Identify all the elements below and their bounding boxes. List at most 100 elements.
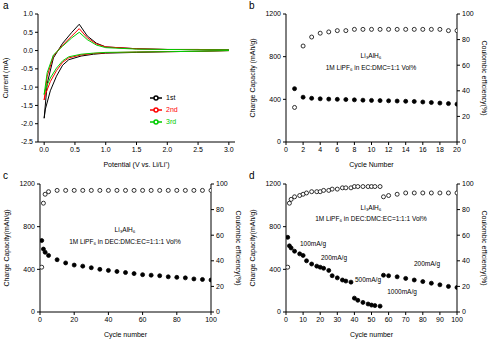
svg-text:0: 0	[216, 308, 220, 315]
svg-text:40: 40	[216, 257, 224, 264]
svg-text:-1.5: -1.5	[21, 102, 33, 109]
svg-text:20: 20	[462, 283, 470, 290]
svg-text:50: 50	[368, 316, 376, 323]
svg-text:Cycle Number: Cycle Number	[349, 161, 394, 169]
svg-text:Charge Capacity(mAh/g): Charge Capacity(mAh/g)	[249, 209, 257, 286]
html-text:1000mA/g: 1000mA/g	[387, 288, 417, 295]
svg-text:70: 70	[402, 316, 410, 323]
svg-text:20: 20	[316, 316, 324, 323]
svg-text:20: 20	[70, 316, 78, 323]
svg-text:0: 0	[284, 316, 288, 323]
svg-text:10: 10	[299, 316, 307, 323]
svg-text:-0.5: -0.5	[21, 65, 33, 72]
html-text:1M LiPF₆ in DEC:DMC:EC=1:1:1 V: 1M LiPF₆ in DEC:DMC:EC=1:1:1 Vol%	[69, 238, 181, 245]
svg-text:Coulombic efficiency(%): Coulombic efficiency(%)	[480, 41, 483, 116]
svg-text:100: 100	[205, 316, 217, 323]
svg-text:100: 100	[216, 180, 228, 187]
svg-text:0.5: 0.5	[70, 146, 80, 153]
svg-text:40: 40	[462, 87, 470, 94]
svg-text:2.0: 2.0	[162, 146, 172, 153]
svg-text:18: 18	[436, 146, 444, 153]
svg-text:60: 60	[139, 316, 147, 323]
svg-text:0: 0	[38, 316, 42, 323]
svg-text:80: 80	[462, 206, 470, 213]
svg-text:1.5: 1.5	[132, 146, 142, 153]
svg-text:400: 400	[269, 266, 281, 273]
html-text:b: b	[249, 0, 255, 11]
html-text:2nd: 2nd	[166, 105, 178, 113]
svg-text:-2.0: -2.0	[21, 120, 33, 127]
svg-text:0: 0	[462, 138, 466, 145]
svg-text:100: 100	[462, 10, 474, 17]
html-text:500mA/g: 500mA/g	[355, 276, 381, 283]
html-text:200mA/g: 200mA/g	[414, 260, 440, 267]
svg-text:30: 30	[333, 316, 341, 323]
svg-text:60: 60	[385, 316, 393, 323]
svg-text:10: 10	[368, 146, 376, 153]
svg-text:800: 800	[269, 53, 281, 60]
svg-text:1200: 1200	[265, 10, 281, 17]
svg-text:Coulombic efficiency(%): Coulombic efficiency(%)	[480, 211, 483, 286]
svg-text:16: 16	[419, 146, 427, 153]
svg-text:800: 800	[269, 223, 281, 230]
html-text:3rd: 3rd	[166, 117, 177, 125]
svg-text:1.0: 1.0	[23, 10, 33, 17]
svg-text:0: 0	[462, 308, 466, 315]
svg-text:3.0: 3.0	[224, 146, 234, 153]
svg-text:14: 14	[402, 146, 410, 153]
svg-text:Charge Capacity(mAh/g): Charge Capacity(mAh/g)	[8, 209, 11, 286]
svg-text:1200: 1200	[265, 180, 281, 187]
html-text:a: a	[3, 0, 9, 11]
svg-text:-1.0: -1.0	[21, 84, 33, 91]
html-text:Li₃AlH₆: Li₃AlH₆	[360, 204, 382, 211]
svg-text:Cycle number: Cycle number	[104, 331, 148, 339]
svg-text:20: 20	[453, 146, 461, 153]
svg-text:400: 400	[23, 266, 35, 273]
svg-text:100: 100	[451, 316, 463, 323]
html-text:200mA/g: 200mA/g	[321, 254, 347, 261]
svg-text:0: 0	[31, 308, 35, 315]
svg-text:0: 0	[284, 146, 288, 153]
svg-text:80: 80	[462, 36, 470, 43]
svg-text:80: 80	[173, 316, 181, 323]
svg-text:1.0: 1.0	[101, 146, 111, 153]
svg-text:Charge Capacity (mAh/g): Charge Capacity (mAh/g)	[249, 39, 257, 118]
svg-text:Current (mA): Current (mA)	[8, 58, 10, 98]
svg-text:-2.5: -2.5	[21, 138, 33, 145]
html-text:1st: 1st	[166, 93, 176, 101]
svg-text:400: 400	[269, 96, 281, 103]
svg-text:40: 40	[351, 316, 359, 323]
svg-text:4: 4	[318, 146, 322, 153]
svg-text:20: 20	[462, 113, 470, 120]
svg-text:40: 40	[462, 257, 470, 264]
svg-text:80: 80	[419, 316, 427, 323]
svg-text:12: 12	[385, 146, 393, 153]
svg-text:800: 800	[23, 223, 35, 230]
html-text:100mA/g: 100mA/g	[300, 240, 326, 247]
svg-text:0.5: 0.5	[23, 29, 33, 36]
svg-text:Potential (V vs. Li/Li⁺): Potential (V vs. Li/Li⁺)	[103, 161, 169, 169]
svg-text:80: 80	[216, 206, 224, 213]
html-text:1M LiPF₆ in EC:DMC=1:1 Vol%: 1M LiPF₆ in EC:DMC=1:1 Vol%	[325, 64, 417, 71]
svg-text:8: 8	[352, 146, 356, 153]
svg-text:20: 20	[216, 283, 224, 290]
html-text:Li₃AlH₆: Li₃AlH₆	[114, 226, 136, 233]
svg-text:90: 90	[436, 316, 444, 323]
html-text:Li₃AlH₆: Li₃AlH₆	[360, 52, 382, 59]
svg-text:0.0: 0.0	[39, 146, 49, 153]
svg-text:2: 2	[301, 146, 305, 153]
svg-text:100: 100	[462, 180, 474, 187]
svg-text:6: 6	[335, 146, 339, 153]
svg-text:2.5: 2.5	[193, 146, 203, 153]
svg-text:60: 60	[462, 62, 470, 69]
svg-text:Coulombic efficiency(%): Coulombic efficiency(%)	[234, 211, 242, 286]
svg-text:60: 60	[462, 232, 470, 239]
html-text:1M LiPF₆ in DEC:DMC:EC=1:1:1 V: 1M LiPF₆ in DEC:DMC:EC=1:1:1 Vol%	[315, 215, 427, 222]
svg-text:40: 40	[105, 316, 113, 323]
svg-text:0: 0	[277, 308, 281, 315]
svg-text:0.0: 0.0	[23, 47, 33, 54]
svg-text:1200: 1200	[19, 180, 35, 187]
svg-text:60: 60	[216, 232, 224, 239]
svg-text:0: 0	[277, 138, 281, 145]
svg-text:Cycle number: Cycle number	[350, 331, 394, 339]
